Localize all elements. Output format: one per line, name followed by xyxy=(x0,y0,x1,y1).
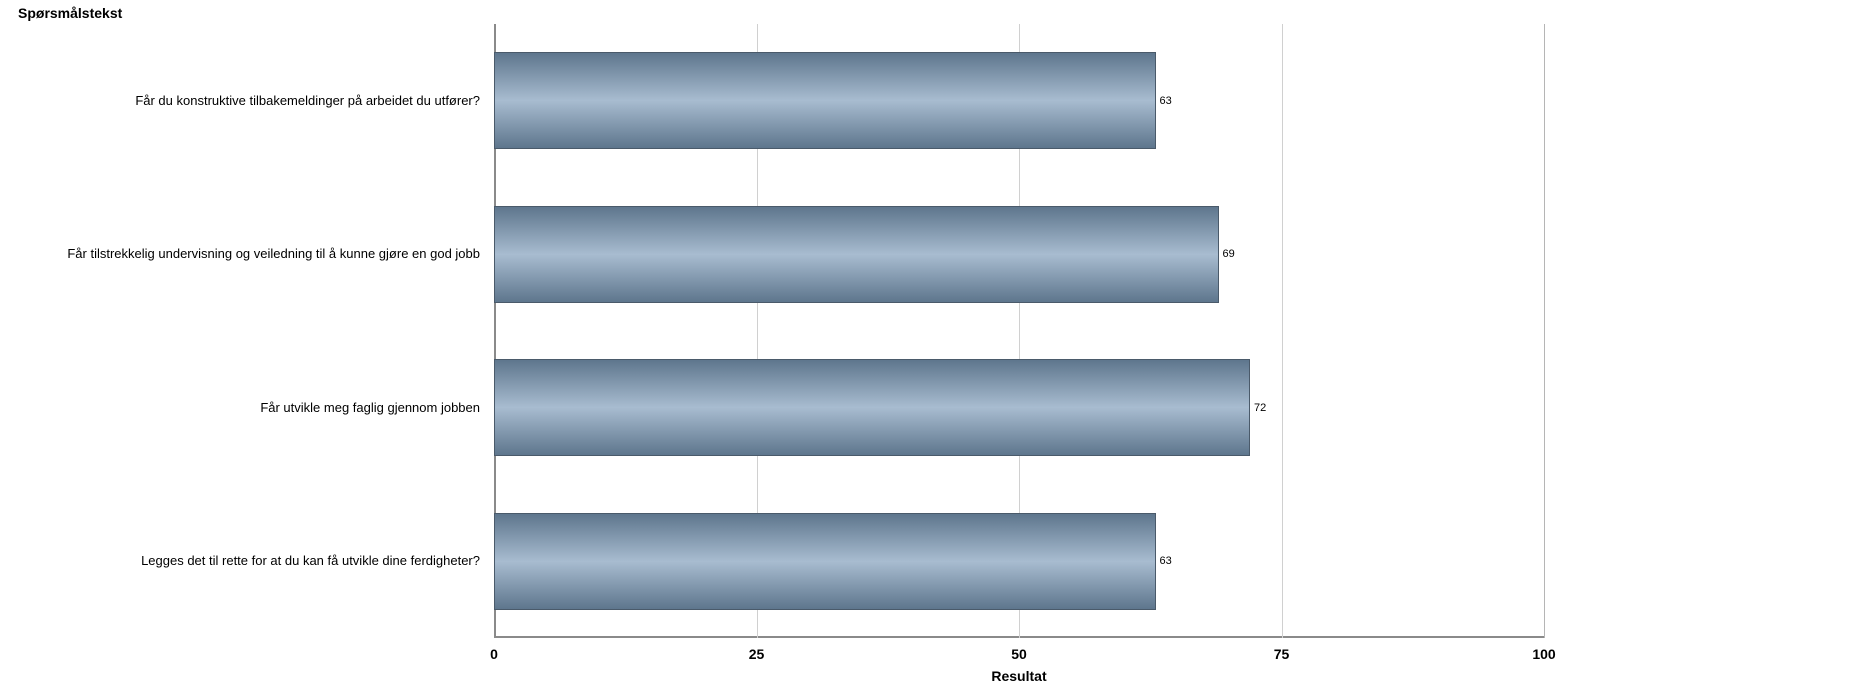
y-axis-title: Spørsmålstekst xyxy=(18,5,122,21)
survey-bar-chart: Spørsmålstekst 63 69 72 63 Resultat 0 25 50 75… xyxy=(0,0,1875,693)
x-axis-title: Resultat xyxy=(494,668,1544,684)
bar xyxy=(494,359,1250,456)
value-label: 69 xyxy=(1223,248,1235,260)
gridline xyxy=(1544,24,1545,638)
chart-row: 63 xyxy=(494,485,1544,639)
x-tick-label: 50 xyxy=(1011,646,1027,662)
category-label: Får du konstruktive tilbakemeldinger på … xyxy=(135,93,480,109)
value-label: 63 xyxy=(1160,95,1172,107)
x-tick-label: 100 xyxy=(1532,646,1555,662)
x-tick-label: 75 xyxy=(1274,646,1290,662)
category-label: Legges det til rette for at du kan få ut… xyxy=(141,553,480,569)
category-label: Får tilstrekkelig undervisning og veiled… xyxy=(67,246,480,262)
x-tick-label: 0 xyxy=(490,646,498,662)
value-label: 72 xyxy=(1254,402,1266,414)
value-label: 63 xyxy=(1160,555,1172,567)
bar xyxy=(494,513,1156,610)
chart-row: 72 xyxy=(494,331,1544,485)
chart-row: 69 xyxy=(494,178,1544,332)
category-label: Får utvikle meg faglig gjennom jobben xyxy=(260,400,480,416)
plot-area: 63 69 72 63 xyxy=(494,24,1544,638)
x-tick-label: 25 xyxy=(749,646,765,662)
bar xyxy=(494,206,1219,303)
bar xyxy=(494,52,1156,149)
chart-row: 63 xyxy=(494,24,1544,178)
